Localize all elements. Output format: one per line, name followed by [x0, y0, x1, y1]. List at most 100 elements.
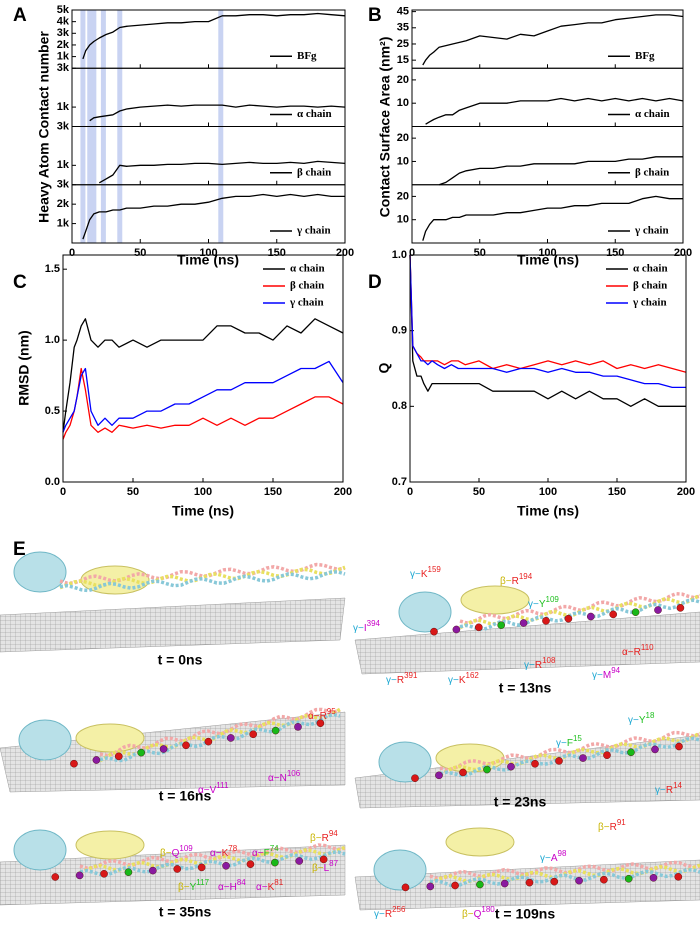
x-axis-label: Time (ns) [517, 252, 579, 268]
residue-name: M [603, 670, 611, 681]
residue-bead [564, 614, 573, 623]
residue-number: 91 [617, 818, 626, 827]
residue-bead [401, 883, 410, 892]
y-tick-label: 45 [397, 6, 409, 18]
residue-bead [587, 612, 595, 621]
panel-label: B [368, 5, 382, 26]
residue-number: 180 [481, 905, 495, 914]
residue-label: β−Q109 [160, 844, 193, 859]
chain-prefix: γ− [353, 623, 364, 634]
residue-name: K [222, 848, 229, 859]
data-line [62, 318, 344, 433]
y-axis-label: Heavy Atom Contact number [36, 31, 52, 223]
residue-number: 391 [404, 671, 418, 680]
membrane-surface [354, 611, 700, 675]
chain-prefix: γ− [556, 738, 567, 749]
residue-label: β−L87 [312, 859, 339, 874]
residue-label: β−R94 [310, 829, 338, 844]
x-tick-label: 150 [606, 247, 624, 259]
residue-name: N [280, 773, 287, 784]
residue-bead [124, 868, 133, 877]
x-tick-label: 200 [674, 247, 692, 259]
x-tick-label: 0 [69, 247, 75, 259]
x-tick-label: 200 [334, 486, 352, 498]
residue-bead [474, 623, 483, 632]
residue-bead [627, 748, 635, 757]
residue-bead [92, 756, 101, 764]
chain-prefix: γ− [540, 853, 551, 864]
x-axis-label: Time (ns) [172, 503, 234, 519]
x-axis-label: Time (ns) [177, 252, 239, 268]
residue-bead [75, 871, 84, 880]
coiled-coil [59, 565, 346, 590]
axes-frame [411, 184, 684, 244]
chain-prefix: γ− [655, 785, 666, 796]
residue-number: 98 [558, 849, 567, 858]
y-tick-label: 25 [397, 38, 409, 50]
data-line [425, 97, 684, 125]
residue-bead [182, 741, 190, 750]
legend-label: γ chain [634, 225, 669, 237]
x-tick-label: 200 [677, 486, 695, 498]
residue-number: 94 [611, 666, 620, 675]
residue-bead [575, 876, 583, 885]
legend-label: α chain [297, 108, 332, 120]
residue-bead [459, 768, 467, 777]
chain-prefix: α− [210, 848, 222, 859]
x-tick-label: 50 [474, 247, 486, 259]
data-line [82, 12, 346, 60]
residue-label: β−Y117 [178, 878, 210, 893]
y-tick-label: 2k [57, 198, 70, 210]
residue-name: R [666, 785, 673, 796]
x-tick-label: 200 [336, 247, 354, 259]
residue-bead [222, 862, 230, 870]
residue-bead [295, 857, 304, 865]
y-tick-label: 1.0 [45, 334, 60, 346]
chain-prefix: α− [256, 882, 268, 893]
residue-bead [600, 875, 608, 884]
y-tick-label: 4k [57, 16, 70, 28]
residue-number: 18 [646, 711, 655, 720]
residue-name: Y [639, 715, 646, 726]
y-tick-label: 1.5 [45, 263, 60, 275]
residue-bead [675, 742, 683, 751]
y-tick-label: 1.0 [392, 249, 407, 261]
x-tick-label: 0 [407, 486, 413, 498]
residue-label: α−K81 [256, 878, 284, 893]
data-line [89, 104, 346, 122]
y-tick-label: 20 [397, 74, 409, 86]
snapshot-caption: t = 109ns [495, 906, 556, 922]
legend-label: β chain [290, 280, 324, 292]
residue-bead [197, 863, 206, 872]
residue-number: 108 [542, 656, 556, 665]
y-tick-label: 1k [57, 51, 70, 63]
x-tick-label: 100 [194, 486, 212, 498]
chain-prefix: α− [268, 773, 280, 784]
y-tick-label: 15 [397, 54, 409, 66]
residue-number: 162 [466, 671, 480, 680]
residue-bead [674, 873, 683, 881]
axes-frame [71, 184, 346, 244]
residue-label: γ−R256 [374, 905, 406, 920]
residue-bead [100, 870, 108, 878]
legend-label: γ chain [289, 297, 324, 309]
residue-bead [271, 858, 279, 867]
residue-label: γ−R14 [655, 781, 683, 796]
legend-label: γ chain [296, 225, 331, 237]
residue-number: 159 [428, 565, 442, 574]
residue-number: 110 [641, 643, 654, 652]
residue-name: K [459, 675, 466, 686]
residue-label: γ−M94 [592, 666, 621, 681]
residue-bead [555, 757, 563, 765]
residue-bead [651, 745, 659, 754]
y-tick-label: 3k [57, 62, 70, 74]
residue-bead [159, 745, 168, 753]
chain-prefix: β− [312, 863, 324, 874]
beta-domain [75, 723, 145, 753]
snapshot-caption: t = 13ns [499, 680, 552, 696]
coiled-coil [79, 850, 346, 877]
coiled-coil [439, 736, 700, 778]
panel-label: A [13, 5, 27, 26]
residue-label: γ−K159 [410, 565, 441, 580]
gamma-domain [13, 551, 67, 593]
